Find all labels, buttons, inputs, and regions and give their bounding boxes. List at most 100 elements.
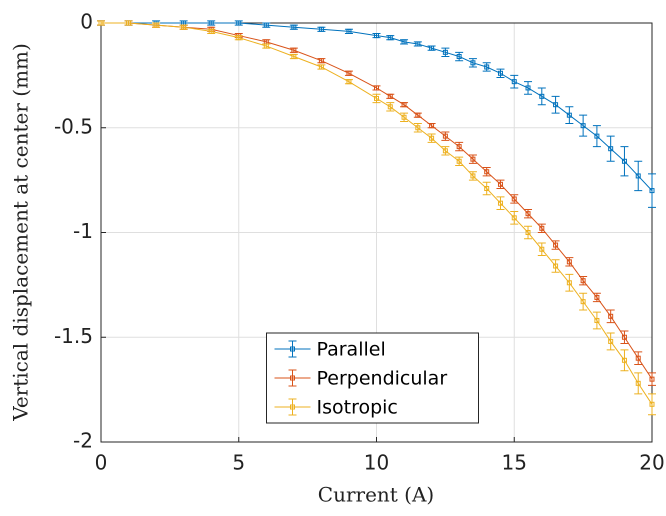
marker: [291, 47, 297, 53]
marker: [553, 102, 559, 108]
series: [97, 20, 656, 416]
marker: [511, 196, 517, 202]
error-bar: [537, 87, 546, 106]
marker: [566, 112, 572, 118]
x-tick-label: 10: [364, 451, 389, 475]
marker: [553, 242, 559, 248]
marker: [635, 173, 641, 179]
marker: [387, 104, 393, 110]
error-bar: [468, 58, 477, 68]
error-bar: [386, 102, 395, 112]
error-bar: [579, 292, 588, 311]
error-bar: [524, 208, 533, 219]
error-bar: [620, 349, 629, 372]
error-bar: [413, 123, 422, 133]
x-tick-label: 0: [95, 451, 108, 475]
legend-errorbar: [288, 398, 297, 416]
axes-box: [100, 22, 653, 443]
marker: [442, 49, 448, 55]
marker: [429, 123, 435, 129]
y-tick-label: -2: [73, 429, 93, 453]
marker: [580, 299, 586, 305]
marker: [511, 79, 517, 85]
y-tick-label: -0.5: [54, 114, 93, 138]
error-bar: [579, 275, 588, 286]
marker: [525, 85, 531, 91]
marker: [374, 95, 379, 101]
marker: [539, 93, 545, 99]
marker: [208, 28, 214, 34]
marker: [553, 263, 559, 269]
marker: [429, 135, 435, 141]
marker: [649, 376, 655, 382]
marker: [401, 39, 407, 45]
marker: [442, 133, 448, 139]
marker: [291, 54, 297, 60]
marker: [387, 35, 393, 41]
marker: [387, 93, 393, 99]
error-bar: [427, 133, 436, 143]
marker: [442, 148, 448, 154]
error-bar: [648, 372, 656, 386]
marker: [621, 334, 627, 340]
marker: [415, 112, 421, 118]
marker: [511, 215, 517, 221]
legend-label: Parallel: [317, 339, 386, 361]
marker: [318, 58, 324, 64]
error-bar: [482, 167, 491, 177]
marker: [484, 169, 490, 175]
marker: [621, 357, 627, 363]
marker: [153, 22, 159, 28]
error-bar: [565, 257, 574, 267]
marker: [608, 146, 614, 152]
error-bar: [565, 106, 574, 125]
y-tick-label: -1.5: [54, 324, 93, 348]
error-bar: [468, 154, 477, 164]
marker: [236, 35, 242, 41]
marker: [429, 45, 435, 51]
marker: [566, 259, 572, 265]
legend-errorbar: [288, 340, 297, 358]
y-tick-label: -1: [73, 219, 93, 243]
x-tick-label: 5: [232, 451, 245, 475]
error-bar: [537, 223, 546, 233]
marker: [635, 380, 641, 386]
error-bar: [592, 125, 601, 148]
error-bar: [579, 114, 588, 137]
marker: [181, 24, 187, 30]
error-bar: [606, 309, 615, 324]
marker: [497, 200, 503, 206]
marker: [525, 211, 531, 217]
error-bar: [482, 62, 491, 72]
error-bar: [634, 351, 643, 365]
marker: [594, 317, 600, 323]
marker: [318, 64, 324, 70]
y-axis-label: Vertical displacement at center (mm): [9, 43, 33, 422]
marker: [484, 186, 490, 192]
marker: [635, 355, 641, 361]
marker: [594, 133, 600, 139]
marker: [456, 144, 462, 150]
marker: [649, 188, 655, 194]
error-bar: [455, 51, 464, 62]
error-bar: [441, 47, 450, 58]
marker: [98, 20, 104, 26]
error-bar: [510, 194, 519, 204]
marker: [456, 158, 462, 164]
error-bar: [468, 171, 477, 181]
legend-label: Perpendicular: [317, 368, 448, 390]
marker: [594, 294, 600, 300]
error-bar: [606, 135, 615, 162]
marker: [346, 70, 352, 76]
marker: [401, 102, 407, 108]
marker: [497, 181, 503, 187]
error-bar: [648, 173, 656, 208]
error-bar: [620, 330, 629, 345]
error-bar: [551, 95, 560, 114]
error-bar: [634, 372, 643, 395]
marker: [608, 313, 614, 319]
error-bar: [592, 292, 601, 303]
error-bar: [482, 181, 491, 196]
x-axis-label: Current (A): [318, 483, 434, 507]
